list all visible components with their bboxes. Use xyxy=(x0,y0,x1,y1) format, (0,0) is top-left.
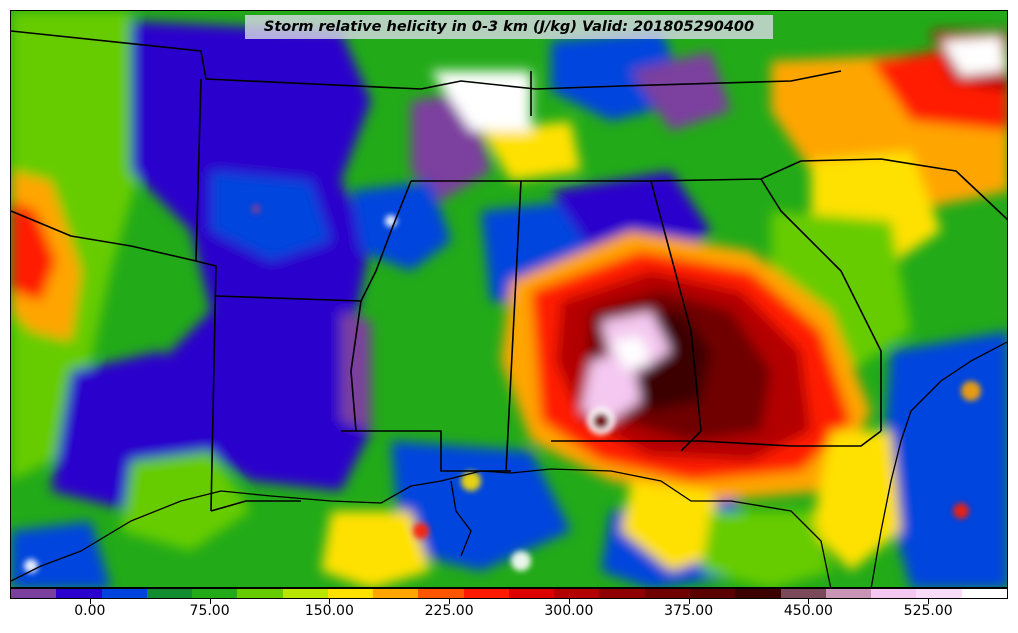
colorbar-segment xyxy=(463,589,509,598)
colorbar-segment xyxy=(689,589,736,598)
colorbar-segment xyxy=(418,589,464,598)
helicity-map xyxy=(10,10,1008,588)
colorbar-segment xyxy=(282,589,328,598)
field-fine-detail xyxy=(24,204,981,573)
colorbar-segment xyxy=(237,589,283,598)
colorbar-tick-label: 150.00 xyxy=(304,603,354,619)
colorbar xyxy=(10,588,1008,599)
colorbar-tick-label: 375.00 xyxy=(664,603,714,619)
colorbar-tick xyxy=(688,599,690,604)
colorbar-segment xyxy=(599,589,645,598)
colorbar-segment xyxy=(825,589,872,598)
colorbar-tick-label: 225.00 xyxy=(424,603,474,619)
colorbar-segment xyxy=(11,589,57,598)
colorbar-segment xyxy=(735,589,781,598)
colorbar-segment xyxy=(192,589,238,598)
colorbar-tick-label: 0.00 xyxy=(74,603,106,619)
colorbar-tick xyxy=(568,599,570,604)
colorbar-segment xyxy=(508,589,555,598)
colorbar-segment xyxy=(554,589,600,598)
coastline xyxy=(11,341,1007,587)
colorbar-tick-label: 450.00 xyxy=(783,603,833,619)
colorbar-tick xyxy=(89,599,91,604)
colorbar-segment xyxy=(327,589,374,598)
field-patches xyxy=(11,11,1007,587)
colorbar-segment xyxy=(146,589,193,598)
colorbar-tick-label: 75.00 xyxy=(189,603,230,619)
colorbar-tick xyxy=(209,599,211,604)
colorbar-segment xyxy=(916,589,962,598)
colorbar-tick xyxy=(449,599,451,604)
colorbar-tick-label: 300.00 xyxy=(544,603,594,619)
colorbar-segment xyxy=(871,589,917,598)
state-boundaries xyxy=(11,30,1007,512)
colorbar-tick xyxy=(808,599,810,604)
colorbar-tick xyxy=(928,599,930,604)
colorbar-tick xyxy=(329,599,331,604)
map-title: Storm relative helicity in 0-3 km (J/kg)… xyxy=(245,15,773,39)
colorbar-segment xyxy=(961,589,1007,598)
colorbar-segment xyxy=(780,589,826,598)
colorbar-segment xyxy=(56,589,102,598)
map-canvas xyxy=(11,11,1007,587)
colorbar-segment xyxy=(101,589,147,598)
colorbar-tick-label: 525.00 xyxy=(903,603,953,619)
colorbar-segment xyxy=(373,589,419,598)
colorbar-ticks xyxy=(10,599,1008,607)
colorbar-segment xyxy=(644,589,690,598)
